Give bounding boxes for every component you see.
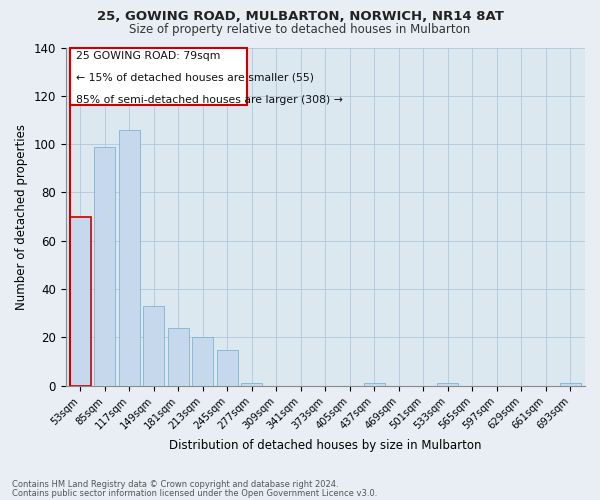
Text: Contains HM Land Registry data © Crown copyright and database right 2024.: Contains HM Land Registry data © Crown c…: [12, 480, 338, 489]
Text: 85% of semi-detached houses are larger (308) →: 85% of semi-detached houses are larger (…: [76, 95, 343, 105]
Bar: [217, 350, 238, 386]
Bar: [364, 384, 385, 386]
Bar: [241, 384, 262, 386]
FancyBboxPatch shape: [70, 48, 247, 106]
Text: Contains public sector information licensed under the Open Government Licence v3: Contains public sector information licen…: [12, 488, 377, 498]
Bar: [143, 306, 164, 386]
Bar: [119, 130, 140, 386]
Bar: [560, 384, 581, 386]
Bar: [168, 328, 189, 386]
X-axis label: Distribution of detached houses by size in Mulbarton: Distribution of detached houses by size …: [169, 440, 482, 452]
Bar: [70, 216, 91, 386]
Y-axis label: Number of detached properties: Number of detached properties: [15, 124, 28, 310]
Bar: [437, 384, 458, 386]
Text: 25, GOWING ROAD, MULBARTON, NORWICH, NR14 8AT: 25, GOWING ROAD, MULBARTON, NORWICH, NR1…: [97, 10, 503, 23]
Text: ← 15% of detached houses are smaller (55): ← 15% of detached houses are smaller (55…: [76, 73, 314, 83]
Text: Size of property relative to detached houses in Mulbarton: Size of property relative to detached ho…: [130, 22, 470, 36]
Bar: [193, 338, 213, 386]
Bar: [94, 146, 115, 386]
Text: 25 GOWING ROAD: 79sqm: 25 GOWING ROAD: 79sqm: [76, 51, 221, 61]
